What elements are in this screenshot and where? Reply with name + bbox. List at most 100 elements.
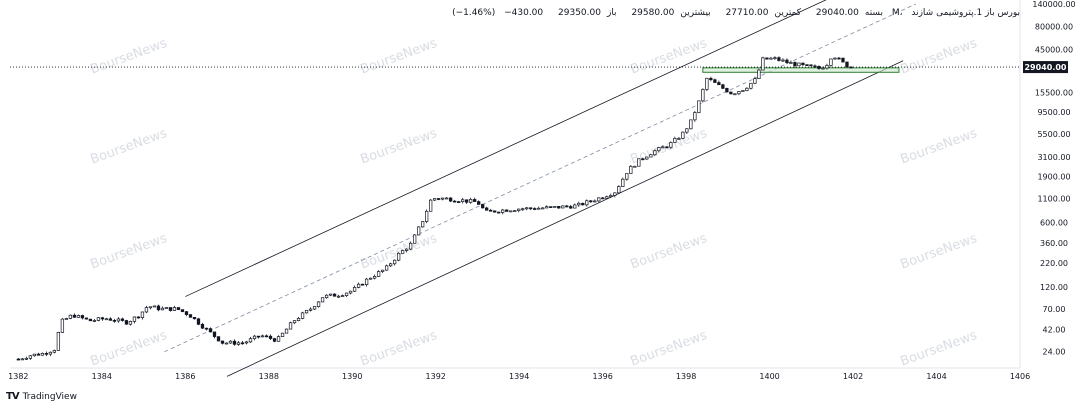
candle-up: [513, 210, 517, 213]
time-tick-label: 1390: [342, 372, 362, 381]
candle-down: [565, 205, 569, 208]
candle-up: [260, 335, 265, 338]
legend-open: باز29350.00: [558, 8, 617, 18]
brand-name: TradingView: [22, 391, 77, 402]
support-zone: [702, 67, 900, 73]
candle-up: [236, 342, 241, 345]
candle-down: [817, 66, 821, 69]
candle-down: [485, 207, 489, 211]
watermark-text: BourseNews: [898, 126, 979, 168]
candle-up: [657, 147, 661, 152]
price-tick-label: 45000.00: [1035, 46, 1073, 55]
candle-down: [184, 311, 189, 315]
candle-down: [220, 340, 225, 344]
candle-down: [713, 79, 717, 83]
price-tick-label: 80000.00: [1035, 22, 1073, 31]
candle-up: [160, 307, 165, 311]
candle-up: [737, 91, 741, 95]
price-tick-label: 360.00: [1040, 239, 1068, 248]
candle-up: [416, 226, 421, 236]
candle-down: [849, 66, 853, 69]
watermark-text: BourseNews: [88, 328, 169, 370]
candle-down: [44, 353, 49, 355]
candle-up: [312, 306, 317, 310]
candle-up: [132, 316, 137, 322]
candle-up: [649, 154, 653, 158]
price-tick-label: 3100.00: [1037, 153, 1070, 162]
tradingview-brand[interactable]: ΤV TradingView: [6, 391, 77, 402]
candle-up: [140, 311, 145, 318]
candle-up: [445, 197, 449, 200]
candle-up: [148, 306, 153, 309]
watermark-text: BourseNews: [358, 328, 439, 370]
candle-down: [453, 200, 457, 203]
candle-up: [92, 320, 97, 322]
candle-down: [84, 317, 89, 320]
candle-down: [256, 335, 261, 338]
price-tick-label: 120.00: [1040, 283, 1068, 292]
price-tick-label: 600.00: [1040, 219, 1068, 228]
candle-down: [837, 57, 841, 60]
candle-down: [497, 211, 501, 214]
watermark-text: BourseNews: [88, 231, 169, 273]
candle-up: [276, 336, 281, 342]
candle-down: [168, 307, 173, 311]
time-tick-label: 1386: [175, 372, 195, 381]
candle-down: [200, 323, 205, 329]
candle-up: [681, 131, 685, 139]
candle-down: [845, 61, 849, 68]
candle-up: [392, 259, 397, 265]
candle-down: [709, 77, 713, 81]
candle-down: [268, 335, 273, 339]
candle-up: [421, 221, 425, 228]
candle-down: [216, 336, 221, 342]
candle-down: [481, 204, 485, 209]
candle-down: [549, 206, 553, 208]
legend-change: −430.00: [504, 8, 544, 18]
candle-up: [697, 100, 701, 113]
candle-up: [104, 318, 109, 321]
candle-down: [725, 88, 729, 93]
candle-down: [112, 320, 117, 322]
candle-up: [20, 358, 25, 361]
lower-channel-line: [226, 60, 904, 377]
candle-down: [793, 62, 797, 67]
watermark-text: BourseNews: [88, 36, 169, 78]
candle-up: [653, 150, 657, 156]
watermark-text: BourseNews: [88, 126, 169, 168]
candle-up: [693, 112, 697, 121]
candle-up: [573, 204, 577, 209]
candle-down: [729, 91, 733, 95]
candle-up: [412, 234, 417, 244]
time-tick-label: 1392: [426, 372, 446, 381]
price-tick-label: 42.00: [1043, 325, 1066, 334]
candle-up: [324, 294, 329, 299]
candle-down: [473, 199, 477, 202]
candle-up: [617, 186, 621, 194]
candle-up: [629, 165, 633, 174]
candle-down: [765, 57, 769, 60]
candle-down: [156, 305, 161, 311]
candle-up: [689, 119, 693, 130]
candle-up: [517, 208, 521, 212]
candle-down: [36, 353, 41, 356]
candle-up: [433, 198, 437, 201]
candle-down: [240, 342, 245, 345]
watermark-text: BourseNews: [358, 231, 439, 273]
candle-down: [196, 318, 201, 325]
candle-up: [769, 57, 773, 60]
candle-up: [376, 271, 381, 277]
candle-up: [388, 263, 393, 267]
candle-down: [264, 335, 269, 338]
candle-down: [100, 317, 105, 320]
price-tick-label: 1900.00: [1037, 172, 1070, 181]
candle-up: [541, 207, 545, 210]
time-tick-label: 1400: [759, 372, 779, 381]
candle-up: [300, 312, 305, 319]
watermark-text: BourseNews: [898, 328, 979, 370]
candle-up: [380, 269, 385, 272]
axes-layer: [10, 0, 1021, 369]
candle-up: [68, 314, 73, 319]
